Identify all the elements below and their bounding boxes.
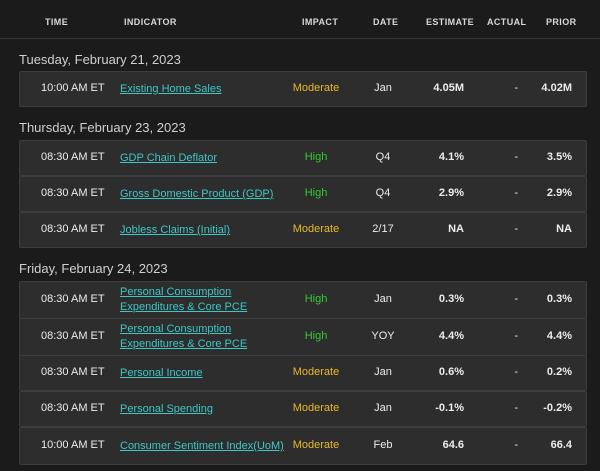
impact-badge: Moderate bbox=[292, 366, 340, 378]
prior-cell: 4.02M bbox=[541, 82, 572, 94]
indicator-link[interactable]: Jobless Claims (Initial) bbox=[120, 224, 231, 236]
time-cell: 10:00 AM ET bbox=[41, 82, 105, 94]
actual-cell: - bbox=[514, 402, 518, 414]
day-heading: Thursday, February 23, 2023 bbox=[19, 120, 186, 135]
estimate-cell: 4.1% bbox=[438, 151, 464, 163]
indicator-link[interactable]: Personal Consumption Expenditures & Core… bbox=[120, 286, 248, 313]
prior-cell: 0.2% bbox=[546, 366, 572, 378]
indicator-link[interactable]: Personal Spending bbox=[120, 403, 213, 415]
col-date-header: DATE bbox=[373, 17, 399, 27]
table-row: 08:30 AM ET Jobless Claims (Initial) Moder… bbox=[19, 212, 587, 248]
date-cell: Jan bbox=[374, 402, 392, 414]
table-row: 10:00 AM ET Consumer Sentiment Index(UoM)… bbox=[19, 427, 587, 465]
table-row: 08:30 AM ET Personal Spending Moderate Jan -… bbox=[19, 391, 587, 427]
impact-badge: High bbox=[304, 187, 328, 199]
impact-badge: High bbox=[304, 151, 328, 163]
actual-cell: - bbox=[514, 366, 518, 378]
table-row: 08:30 AM ET Personal Income Moderate Jan 0.6… bbox=[19, 355, 587, 391]
col-indicator-header: INDICATOR bbox=[124, 17, 177, 27]
table-row: 08:30 AM ET GDP Chain Deflator High Q4 4.1% -… bbox=[19, 140, 587, 176]
indicator-link[interactable]: Personal Consumption Expenditures & Core… bbox=[120, 323, 248, 350]
impact-badge: Moderate bbox=[292, 402, 340, 414]
table-row: 08:30 AM ET Gross Domestic Product (GDP) H… bbox=[19, 176, 587, 212]
date-cell: YOY bbox=[371, 330, 395, 342]
actual-cell: - bbox=[514, 82, 518, 94]
estimate-cell: 64.6 bbox=[442, 439, 464, 451]
col-actual-header: ACTUAL bbox=[487, 17, 527, 27]
estimate-cell: 2.9% bbox=[438, 187, 464, 199]
col-time-header: TIME bbox=[45, 17, 69, 27]
prior-cell: -0.2% bbox=[543, 402, 572, 414]
prior-cell: 4.4% bbox=[546, 330, 572, 342]
actual-cell: - bbox=[514, 330, 518, 342]
date-cell: Jan bbox=[374, 366, 392, 378]
prior-cell: 0.3% bbox=[546, 293, 572, 305]
estimate-cell: 4.4% bbox=[438, 330, 464, 342]
date-cell: Feb bbox=[373, 439, 393, 451]
day-heading: Tuesday, February 21, 2023 bbox=[19, 52, 181, 67]
date-cell: Jan bbox=[374, 82, 392, 94]
time-cell: 10:00 AM ET bbox=[41, 439, 105, 451]
actual-cell: - bbox=[514, 151, 518, 163]
col-impact-header: IMPACT bbox=[302, 17, 339, 27]
day-heading: Friday, February 24, 2023 bbox=[19, 261, 168, 276]
impact-badge: High bbox=[304, 330, 328, 342]
time-cell: 08:30 AM ET bbox=[41, 402, 105, 414]
estimate-cell: 4.05M bbox=[433, 82, 464, 94]
impact-badge: High bbox=[304, 293, 328, 305]
indicator-link[interactable]: Consumer Sentiment Index(UoM) bbox=[120, 440, 284, 452]
estimate-cell: -0.1% bbox=[435, 402, 464, 414]
estimate-cell: 0.6% bbox=[438, 366, 464, 378]
indicator-link[interactable]: Gross Domestic Product (GDP) bbox=[120, 188, 274, 200]
table-header: TIME INDICATOR IMPACT DATE ESTIMATE ACTU… bbox=[0, 0, 600, 39]
impact-badge: Moderate bbox=[292, 223, 340, 235]
col-prior-header: PRIOR bbox=[546, 17, 577, 27]
prior-cell: NA bbox=[556, 223, 572, 235]
date-cell: 2/17 bbox=[372, 223, 394, 235]
time-cell: 08:30 AM ET bbox=[41, 223, 105, 235]
time-cell: 08:30 AM ET bbox=[41, 293, 105, 305]
estimate-cell: NA bbox=[448, 223, 464, 235]
indicator-link[interactable]: Existing Home Sales bbox=[120, 83, 222, 95]
time-cell: 08:30 AM ET bbox=[41, 366, 105, 378]
impact-badge: Moderate bbox=[292, 439, 340, 451]
table-row: 08:30 AM ET Personal Consumption Expendit… bbox=[19, 281, 587, 319]
impact-badge: Moderate bbox=[292, 82, 340, 94]
time-cell: 08:30 AM ET bbox=[41, 330, 105, 342]
date-cell: Q4 bbox=[375, 187, 391, 199]
prior-cell: 2.9% bbox=[546, 187, 572, 199]
table-row: 08:30 AM ET Personal Consumption Expendit… bbox=[19, 318, 587, 356]
date-cell: Q4 bbox=[375, 151, 391, 163]
indicator-link[interactable]: GDP Chain Deflator bbox=[120, 152, 218, 164]
estimate-cell: 0.3% bbox=[438, 293, 464, 305]
prior-cell: 3.5% bbox=[546, 151, 572, 163]
time-cell: 08:30 AM ET bbox=[41, 187, 105, 199]
actual-cell: - bbox=[514, 293, 518, 305]
col-estimate-header: ESTIMATE bbox=[426, 17, 475, 27]
actual-cell: - bbox=[514, 439, 518, 451]
actual-cell: - bbox=[514, 223, 518, 235]
prior-cell: 66.4 bbox=[550, 439, 572, 451]
table-row: 10:00 AM ET Existing Home Sales Moderate Ja… bbox=[19, 71, 587, 107]
time-cell: 08:30 AM ET bbox=[41, 151, 105, 163]
actual-cell: - bbox=[514, 187, 518, 199]
date-cell: Jan bbox=[374, 293, 392, 305]
indicator-link[interactable]: Personal Income bbox=[120, 367, 203, 379]
